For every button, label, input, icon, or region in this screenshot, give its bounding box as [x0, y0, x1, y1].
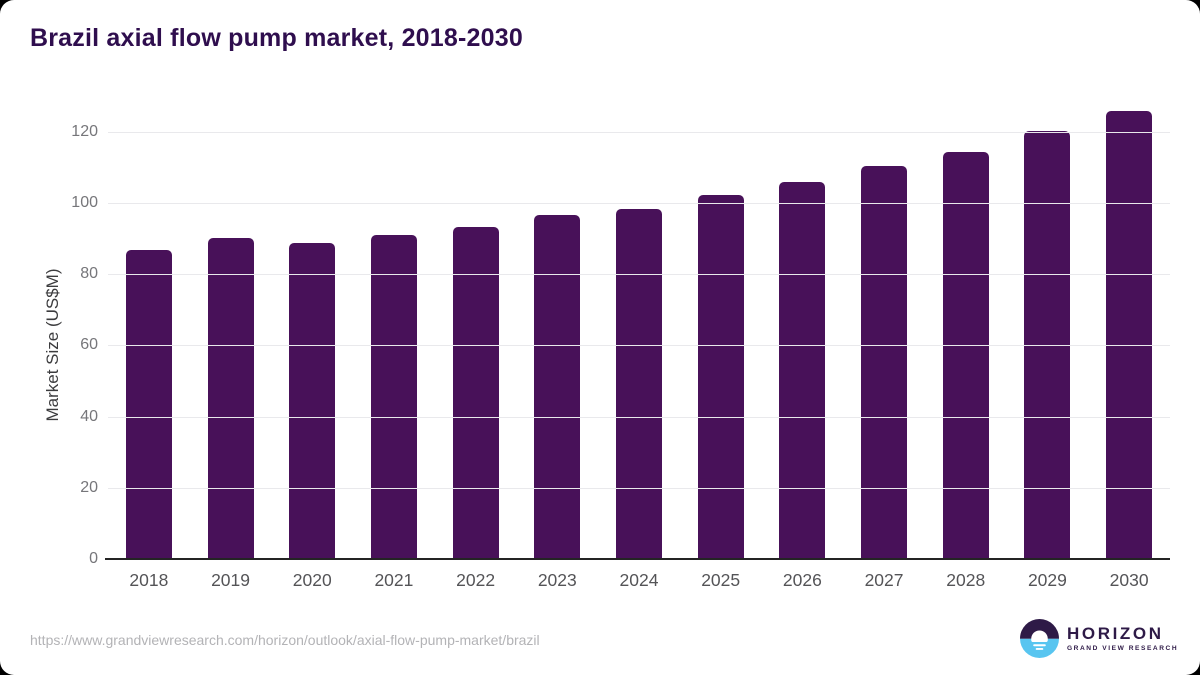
- chart-title: Brazil axial flow pump market, 2018-2030: [30, 24, 523, 52]
- x-tick-label: 2019: [211, 570, 250, 590]
- bar-2026[interactable]: [779, 181, 826, 559]
- x-tick-label: 2025: [701, 570, 741, 590]
- x-tick-label: 2029: [1027, 570, 1067, 590]
- y-tick-label: 40: [80, 407, 98, 425]
- horizon-logo: HORIZON GRAND VIEW RESEARCH: [1020, 619, 1178, 658]
- gridline: [108, 274, 1170, 276]
- plot-area: [108, 96, 1170, 559]
- bar-cell: [271, 96, 353, 559]
- x-tick-label: 2020: [292, 570, 332, 590]
- x-axis-line: [105, 558, 1170, 560]
- y-tick-label: 120: [71, 122, 98, 140]
- bar-cell: [190, 96, 272, 559]
- gridline: [108, 131, 1170, 133]
- y-tick-label: 0: [89, 550, 98, 567]
- bar-2019[interactable]: [207, 238, 254, 559]
- bar-cell: [516, 96, 598, 559]
- bar-2027[interactable]: [861, 165, 908, 559]
- bar-cell: [108, 96, 190, 559]
- gridline: [108, 487, 1170, 489]
- horizon-logo-icon: [1020, 619, 1059, 658]
- x-tick-label: 2027: [864, 570, 904, 590]
- bar-cell: [680, 96, 762, 559]
- x-tick-label: 2028: [946, 570, 986, 590]
- y-tick-label: 20: [80, 478, 98, 496]
- gridline: [108, 202, 1170, 204]
- bar-2028[interactable]: [942, 151, 989, 559]
- bar-2020[interactable]: [289, 243, 336, 559]
- y-tick-label: 80: [80, 265, 98, 283]
- bar-cell: [925, 96, 1007, 559]
- gridline: [108, 345, 1170, 347]
- x-tick-label: 2022: [456, 570, 496, 590]
- bar-cell: [762, 96, 844, 559]
- bar-cell: [1007, 96, 1089, 559]
- y-tick-label: 60: [80, 336, 98, 354]
- bar-2018[interactable]: [125, 249, 172, 559]
- gridline: [108, 416, 1170, 418]
- x-tick-label: 2030: [1109, 570, 1149, 590]
- bars-container: [108, 96, 1170, 559]
- bar-2024[interactable]: [615, 209, 662, 559]
- bar-cell: [1088, 96, 1170, 559]
- bar-cell: [435, 96, 517, 559]
- bar-cell: [598, 96, 680, 559]
- x-tick-label: 2018: [129, 570, 169, 590]
- y-tick-label: 100: [71, 193, 98, 211]
- logo-brand-subtitle: GRAND VIEW RESEARCH: [1067, 644, 1179, 652]
- x-tick-label: 2024: [619, 570, 659, 590]
- source-url: https://www.grandviewresearch.com/horizo…: [30, 632, 540, 648]
- bar-cell: [843, 96, 925, 559]
- x-tick-label: 2023: [537, 570, 577, 590]
- x-axis-labels: 2018 2019 2020 2021 2022 2023 2024 2025 2026 2027…: [108, 570, 1170, 591]
- logo-brand-name: HORIZON: [1067, 623, 1164, 643]
- x-tick-label: 2021: [374, 570, 414, 590]
- horizon-logo-text: HORIZON GRAND VIEW RESEARCH: [1067, 625, 1178, 653]
- x-tick-label: 2026: [782, 570, 822, 590]
- bar-2023[interactable]: [534, 215, 581, 559]
- bar-2029[interactable]: [1024, 130, 1071, 559]
- bar-2021[interactable]: [370, 234, 417, 559]
- bar-2025[interactable]: [697, 195, 744, 559]
- bar-2030[interactable]: [1106, 110, 1153, 559]
- bar-cell: [353, 96, 435, 559]
- bar-2022[interactable]: [452, 226, 499, 559]
